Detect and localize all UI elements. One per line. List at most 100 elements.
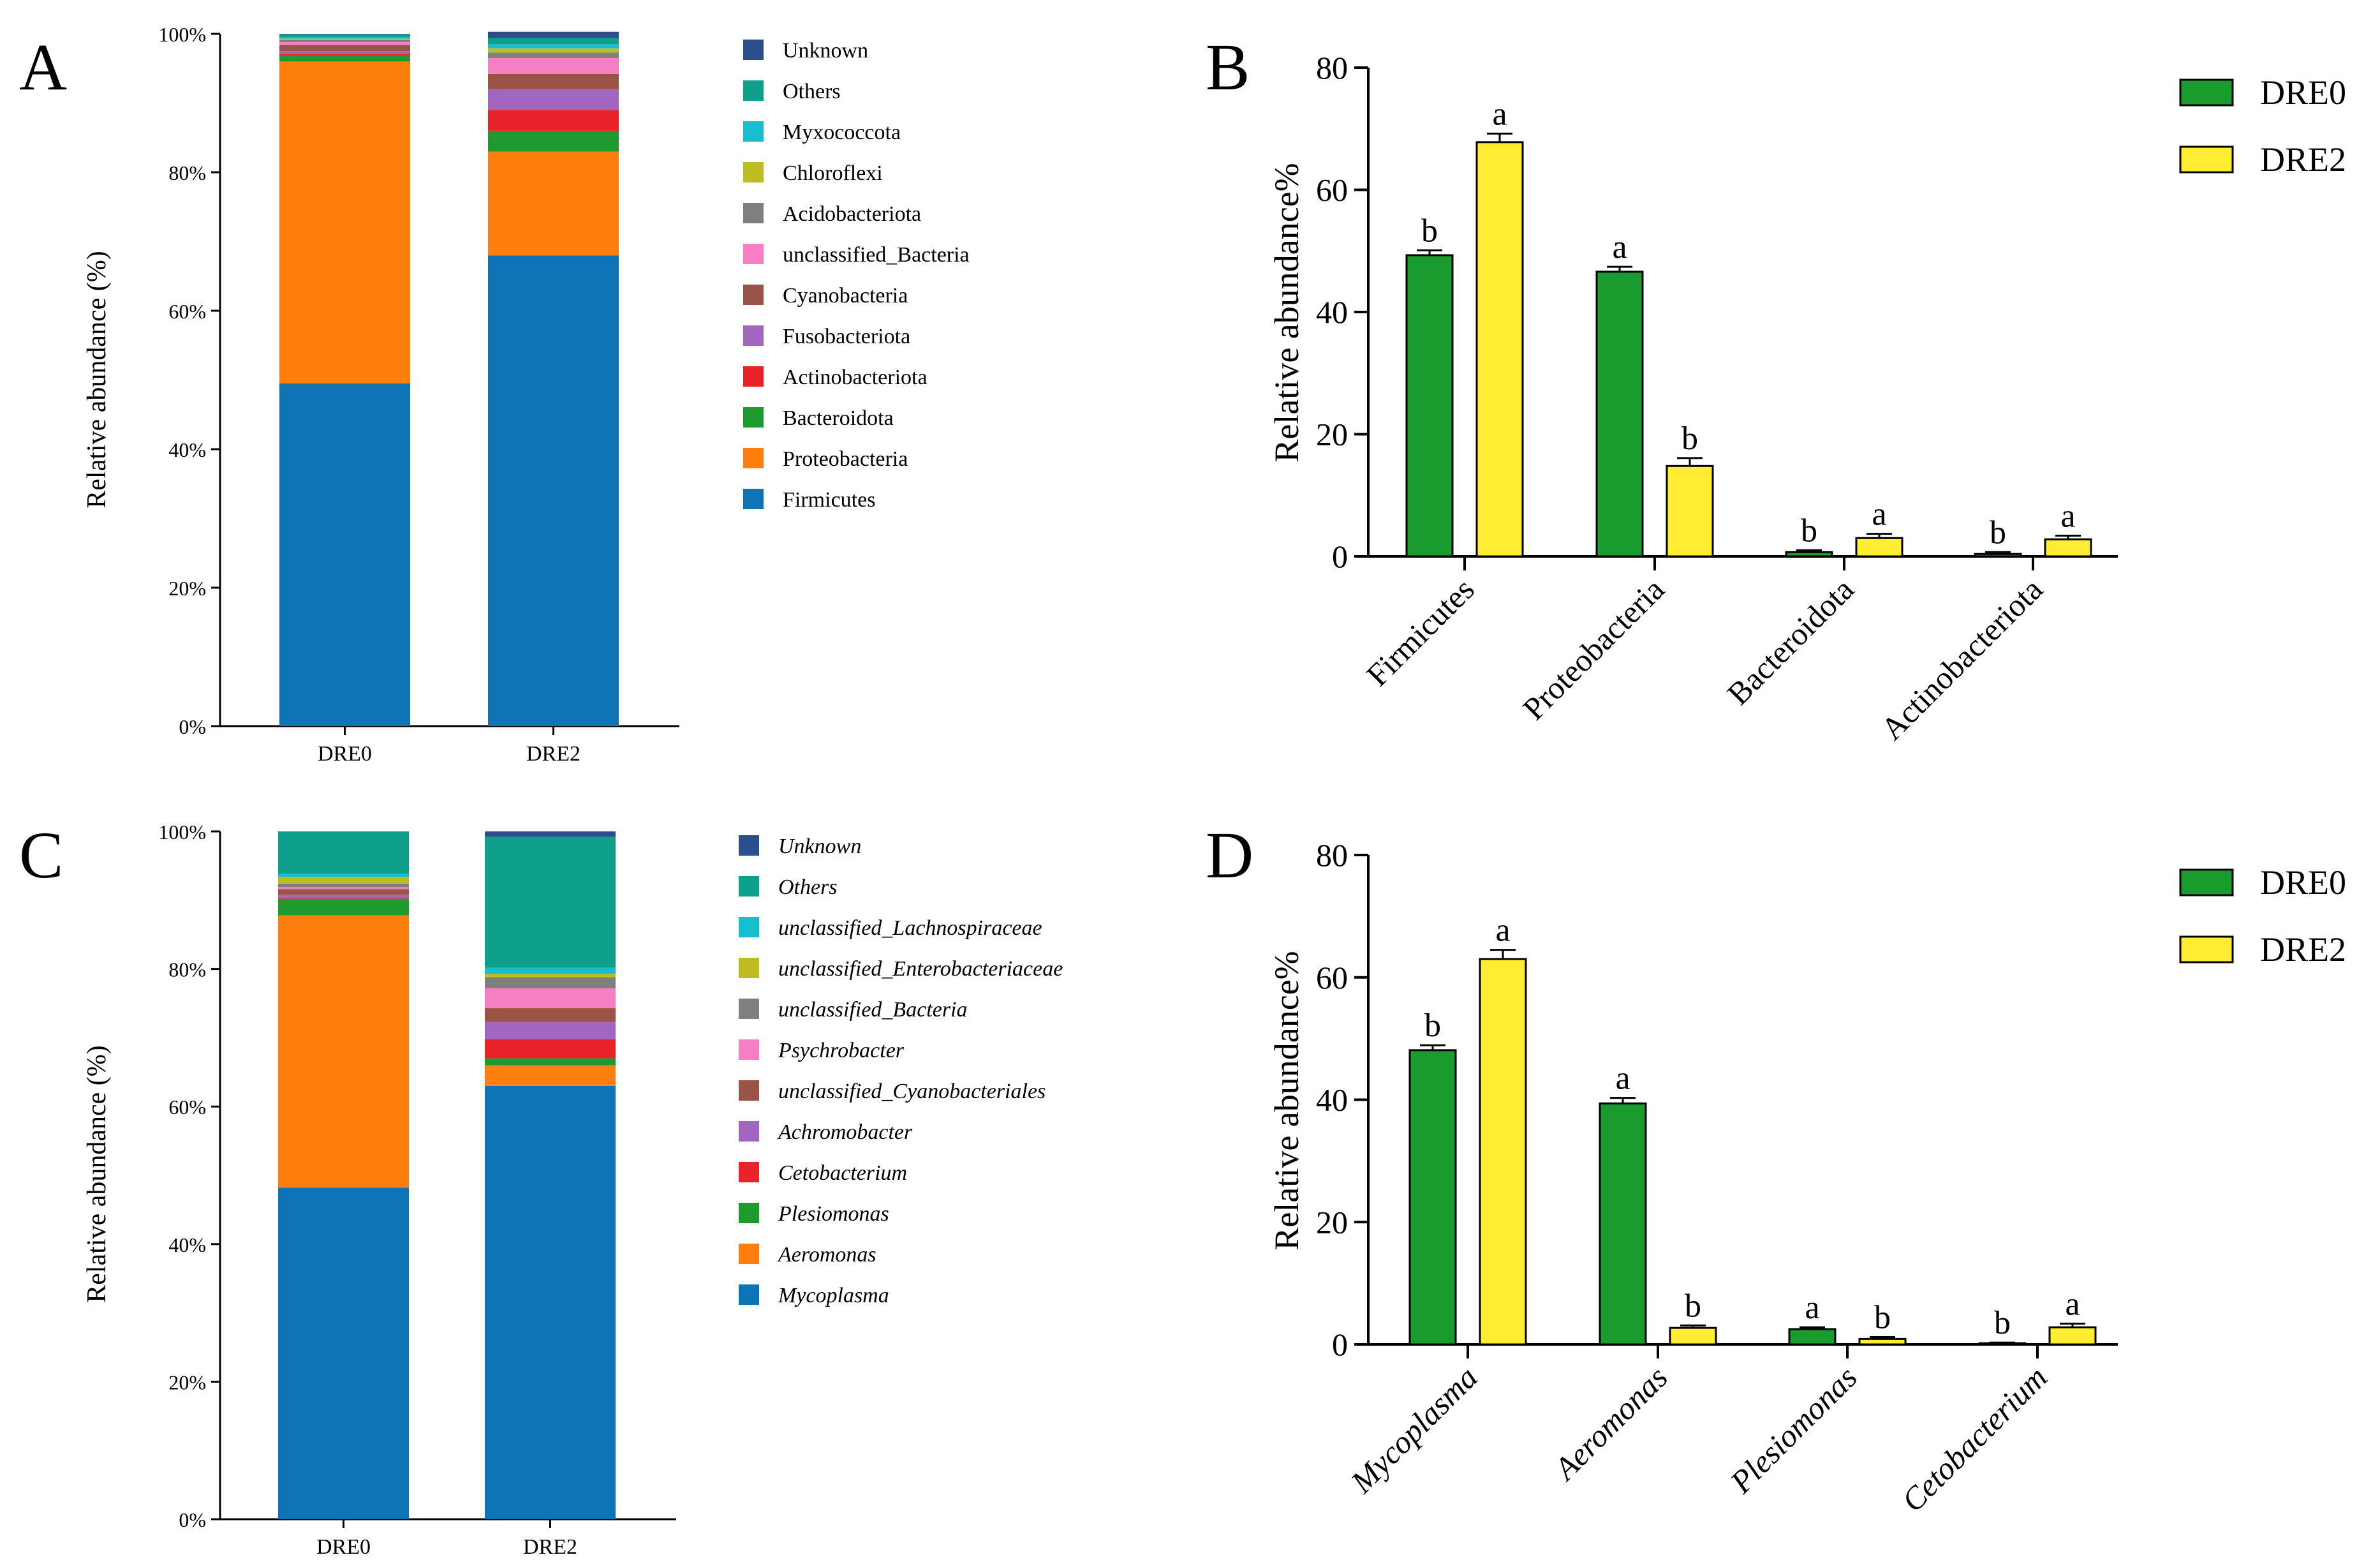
panel-c-segment-unclassified-enterobacteriaceae — [485, 974, 616, 978]
panel-d-significance-letter: b — [1685, 1288, 1701, 1324]
panel-a-y-tick-label: 40% — [168, 438, 206, 461]
panel-c-segment-achromobacter — [278, 895, 409, 898]
panel-c-legend-label: Mycoplasma — [778, 1284, 889, 1307]
panel-d-ylabel: Relative abundance% — [1268, 951, 1306, 1250]
panel-c-legend-swatch — [739, 1162, 759, 1182]
panel-c-segment-unclassified-cyanobacteriales — [278, 889, 409, 895]
panel-a-segment-unknown — [488, 31, 619, 38]
panel-a-plot: 0% 20% 40% 60% 80% 100% DRE0 DRE2 — [158, 23, 679, 766]
panel-a-letter: A — [19, 31, 67, 104]
panel-a-segment-myxococcota — [488, 44, 619, 48]
panel-c-legend-swatch — [739, 1284, 759, 1305]
panel-c-legend-label: unclassified_Lachnospiraceae — [778, 916, 1042, 940]
panel-a-ylabel: Relative abundance (%) — [82, 251, 112, 508]
panel-d-y-tick-label: 20 — [1316, 1204, 1348, 1240]
panel-a-segment-actinobacteriota — [279, 54, 410, 56]
panel-a-y-tick-label: 100% — [158, 23, 206, 46]
panel-c-legend-label: Aeromonas — [777, 1243, 876, 1267]
panel-d-legend-label: DRE0 — [2260, 863, 2346, 902]
panel-a-segment-fusobacteriota — [488, 89, 619, 110]
panel-c-legend: Unknown Others unclassified_Lachnospiracea… — [739, 835, 1063, 1307]
panel-c-legend-label: Unknown — [778, 835, 861, 858]
panel-d-bar-dre2 — [1669, 1327, 1717, 1346]
panel-b-bar-dre0 — [1405, 254, 1454, 558]
panel-a-legend-swatch — [743, 40, 764, 60]
panel-d-bar-dre0 — [1599, 1102, 1647, 1346]
panel-c-segment-mycoplasma — [278, 1187, 409, 1519]
panel-d-bar-dre0 — [1408, 1049, 1457, 1346]
panel-d-bar-dre2 — [1479, 958, 1527, 1346]
panel-c-legend-swatch — [739, 876, 759, 896]
panel-c-y-tick-label: 0% — [179, 1508, 206, 1531]
panel-a-legend-swatch — [743, 203, 764, 223]
panel-c-y-tick-label: 60% — [168, 1096, 206, 1119]
panel-a-legend-swatch — [743, 80, 764, 101]
panel-c-legend-swatch — [739, 835, 759, 856]
panel-a-segment-cyanobacteria — [279, 45, 410, 52]
panel-a-legend-swatch — [743, 325, 764, 346]
panel-c-segment-unclassified-lachnospiraceae — [485, 967, 616, 974]
panel-d-legend-swatch — [2179, 868, 2234, 896]
panel-d-significance-letter: b — [1994, 1305, 2011, 1341]
panel-d-significance-letter: a — [1495, 912, 1510, 949]
panel-c-legend-swatch — [739, 1121, 759, 1142]
panel-c-segment-plesiomonas — [278, 898, 409, 916]
panel-b-letter: B — [1206, 31, 1250, 104]
panel-c-legend-swatch — [739, 1244, 759, 1264]
panel-b-significance-letter: b — [1990, 514, 2006, 551]
panel-c-segment-aeromonas — [485, 1065, 616, 1086]
panel-c-legend-label: unclassified_Cyanobacteriales — [778, 1080, 1046, 1103]
panel-a-legend-swatch — [743, 407, 764, 428]
panel-a-legend-label: Myxococcota — [783, 121, 901, 144]
panel-a-legend-label: Actinobacteriota — [783, 366, 928, 389]
panel-b-legend: DRE0 DRE2 — [2179, 73, 2346, 179]
panel-d-significance-letter: b — [1424, 1008, 1441, 1044]
panel-c-segment-achromobacter — [485, 1022, 616, 1039]
panel-c-segment-psychrobacter — [485, 988, 616, 1009]
panel-a-segment-bacteroidota — [279, 56, 410, 62]
panel-d-y-tick-label: 60 — [1316, 960, 1348, 995]
panel-a-legend-swatch — [743, 162, 764, 182]
panel-c-segment-mycoplasma — [485, 1085, 616, 1519]
panel-d-y-tick-label: 0 — [1332, 1327, 1348, 1362]
panel-b-bar-dre0 — [1595, 271, 1644, 558]
panel-b-bar-dre2 — [2044, 538, 2092, 558]
panel-a-segment-bacteroidota — [488, 130, 619, 152]
panel-a-segment-chloroflexi — [488, 48, 619, 53]
panel-c-y-tick-label: 20% — [168, 1371, 206, 1394]
panel-b-y-tick-label: 40 — [1316, 294, 1348, 330]
panel-d-bar-dre2 — [2048, 1326, 2097, 1346]
panel-c-segment-cetobacterium — [278, 898, 409, 899]
panel-c-segment-unclassified-enterobacteriaceae — [278, 877, 409, 884]
panel-c-y-tick-label: 100% — [158, 821, 206, 844]
panel-c-segment-psychrobacter — [278, 887, 409, 889]
panel-a-segment-proteobacteria — [488, 151, 619, 256]
panel-a-y-tick-label: 60% — [168, 300, 206, 323]
panel-a-y-tick-label: 0% — [179, 715, 206, 738]
panel-c-legend-swatch — [739, 917, 759, 937]
panel-c-segment-others — [485, 837, 616, 968]
panel-a-y-tick-label: 80% — [168, 161, 206, 184]
panel-b-significance-letter: b — [1421, 212, 1438, 249]
panel-b-significance-letter: a — [1492, 96, 1507, 132]
panel-c-segment-unclassified-bacteria — [485, 977, 616, 988]
panel-c-legend-swatch — [739, 1080, 759, 1101]
panel-a-segment-unclassified-bacteria — [488, 57, 619, 74]
panel-c-segment-cetobacterium — [485, 1039, 616, 1059]
panel-a-legend-label: Bacteroidota — [783, 406, 894, 430]
panel-a-legend-label: Fusobacteriota — [783, 325, 910, 348]
panel-b-y-tick-label: 0 — [1332, 539, 1348, 574]
panel-a-segment-cyanobacteria — [488, 73, 619, 89]
panel-b-legend-label: DRE0 — [2260, 73, 2346, 112]
panel-a-legend-swatch — [743, 489, 764, 509]
panel-d-y-tick-label: 40 — [1316, 1082, 1348, 1118]
panel-c-segment-others — [278, 831, 409, 874]
panel-a-segment-fusobacteriota — [279, 51, 410, 54]
panel-b-bar-dre2 — [1475, 141, 1524, 558]
panel-c-stacked-chart: C 0% 20% 40% 60% 80% 100% DRE0 DRE2 Relative ab… — [19, 819, 1063, 1559]
panel-b-significance-letter: a — [1612, 229, 1627, 265]
panel-a-legend-swatch — [743, 366, 764, 387]
panel-b-legend-swatch — [2179, 78, 2234, 107]
panel-b-bar-dre0 — [1785, 551, 1833, 558]
panel-d-significance-letter: a — [1805, 1290, 1819, 1326]
